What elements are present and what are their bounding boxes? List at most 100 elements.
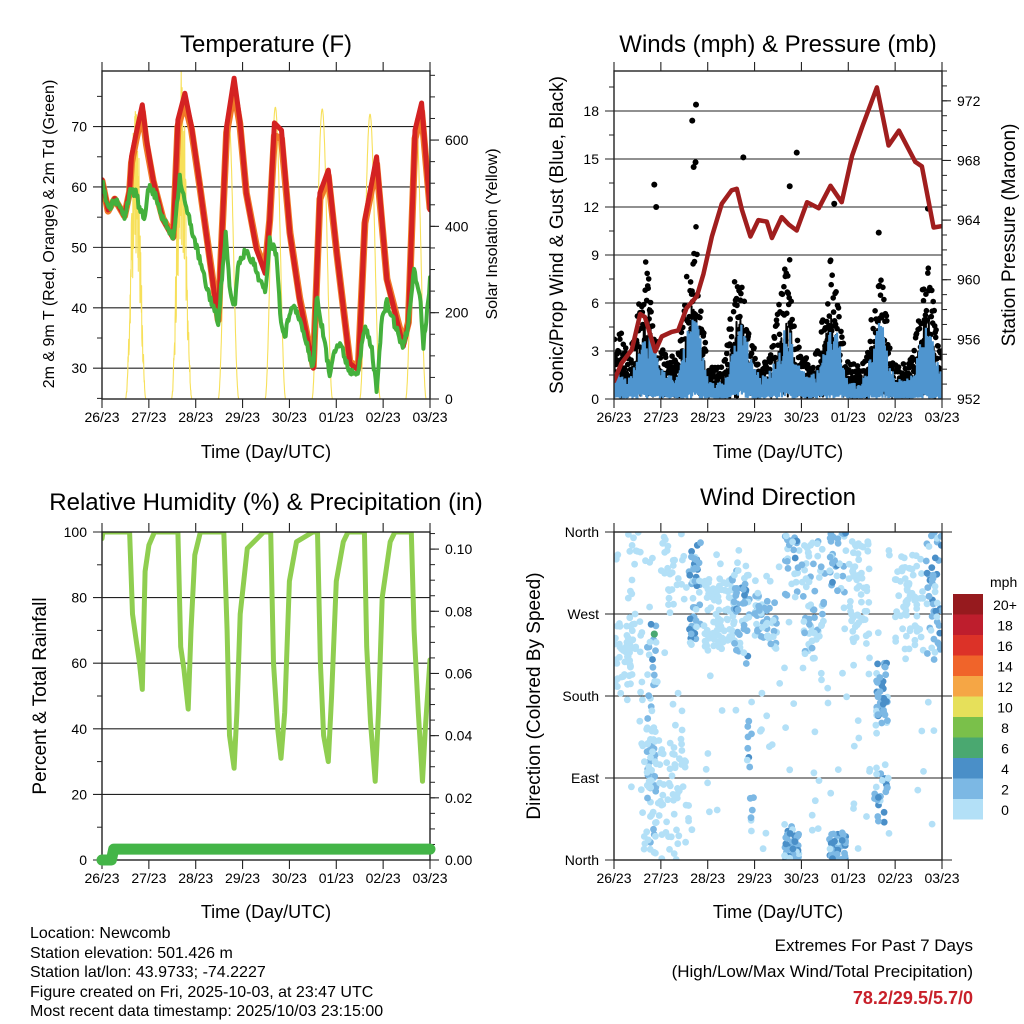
gust-point [775,342,781,349]
direction-point [873,729,880,737]
direction-point [936,629,942,637]
gust-point [832,321,839,328]
gust-peak-point [740,154,747,161]
direction-point [661,536,669,544]
direction-point [662,829,670,836]
direction-point [651,758,659,765]
gust-point [703,348,709,354]
direction-point [678,707,686,715]
gust-point [934,355,940,362]
direction-point [625,659,633,667]
xtick-label: 26/23 [596,870,631,886]
ytick-label: 9 [591,247,599,263]
direction-point [932,607,940,615]
direction-point [668,772,676,780]
direction-point [638,629,646,636]
direction-point [826,567,834,575]
direction-point [682,801,690,809]
direction-point [798,561,806,569]
footer-latlon: Station lat/lon: 43.9733; -74.2227 [30,964,266,981]
direction-point [713,806,721,814]
plot-area [102,532,430,784]
gust-point [771,335,778,341]
direction-point [710,642,717,650]
xtick-label: 27/23 [643,870,678,886]
gust-point [867,338,874,345]
direction-point [878,719,886,727]
direction-point [810,769,818,777]
direction-point [850,742,858,750]
direction-point [689,594,697,602]
direction-point [839,572,847,580]
direction-point [710,596,718,604]
direction-point [885,830,893,837]
direction-point [850,572,857,580]
direction-point [842,532,849,537]
direction-point [933,599,941,607]
extremes-values: 78.2/29.5/5.7/0 [853,988,973,1008]
direction-point [783,558,791,565]
direction-point [873,770,880,778]
gust-point [883,313,890,319]
gust-peak-point [693,101,699,108]
direction-point [682,758,689,766]
direction-point [663,818,670,826]
direction-point [899,625,906,633]
direction-point [864,538,872,545]
direction-point [759,845,767,853]
direction-point [848,617,855,625]
direction-point [645,651,653,659]
direction-point [678,580,685,588]
direction-point [634,532,642,536]
direction-point [641,758,648,766]
direction-point [766,604,773,612]
humidity-panel: 0 20 40 60 80 100 0.00 0.02 0.04 0.06 0.08 0.10 26/2… [64,523,472,886]
direction-point [682,838,689,846]
direction-point [809,654,817,662]
direction-point [829,578,836,586]
ytick-label: West [567,606,599,622]
direction-point [672,721,679,729]
ytick-label: South [562,688,599,704]
direction-point [728,626,736,634]
direction-point [901,610,909,618]
direction-point [801,566,808,574]
direction-point [675,832,683,840]
xtick-label: 03/23 [412,870,447,886]
direction-point [818,622,825,630]
direction-point [827,789,835,797]
ytick-label: 3 [591,343,599,359]
direction-point [729,612,737,620]
direction-point [875,817,882,825]
y2tick-label: 0.02 [445,790,472,806]
pressure-line [614,85,942,384]
gust-point [930,298,936,305]
direction-point [930,635,938,643]
direction-point [850,800,858,808]
direction-point [928,564,936,571]
direction-point [645,692,653,700]
direction-point [731,640,738,647]
direction-point [857,591,865,598]
direction-point [791,554,799,562]
direction-point [866,768,873,775]
xtick-label: 02/23 [878,409,913,425]
direction-point [666,739,674,747]
xtick-label: 30/23 [784,870,819,886]
direction-point [931,588,939,596]
gust-point [773,317,780,323]
gust-point [642,259,649,265]
direction-point [731,571,738,579]
direction-point [918,727,926,735]
direction-point [791,570,798,578]
direction-point [664,564,671,572]
direction-point [666,846,673,853]
gust-point [737,313,743,320]
direction-point [928,820,936,828]
direction-point [649,663,657,671]
direction-point [903,632,910,640]
direction-point [688,826,696,834]
xtick-label: 27/23 [643,409,678,425]
direction-point [644,794,651,802]
direction-point [813,635,820,643]
